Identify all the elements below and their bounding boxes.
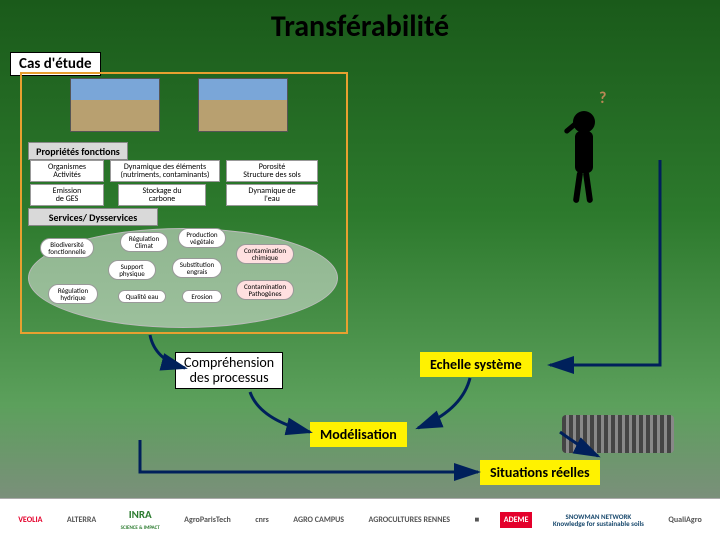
serv-climat: RégulationClimat	[120, 232, 168, 252]
prop-eau: Dynamique del'eau	[226, 184, 318, 206]
thinking-person-icon: ?	[555, 95, 615, 210]
serv-production: Productionvégétale	[178, 228, 226, 248]
logo-agrocampus: AGRO CAMPUS	[289, 514, 348, 526]
prop-ges: Emissionde GES	[30, 184, 104, 206]
logo-qualiagro: QualiAgro	[664, 514, 705, 526]
logo-alterra: ALTERRA	[63, 514, 100, 526]
services-header: Services/ Dysservices	[28, 208, 158, 226]
properties-header: Propriétés fonctions	[28, 142, 128, 160]
serv-qualite-eau: Qualité eau	[118, 290, 166, 303]
serv-erosion: Erosion	[182, 290, 222, 303]
logo-cnrs: cnrs	[251, 514, 273, 526]
logo-veolia: VEOLIA	[14, 514, 46, 526]
serv-hydrique: Régulationhydrique	[48, 284, 98, 304]
logo-rennes: AGROCULTURES RENNES	[364, 514, 454, 526]
serv-contam-pathogenes: ContaminationPathogènes	[236, 280, 294, 300]
prop-organismes: OrganismesActivités	[30, 160, 104, 182]
slide-title: Transférabilité	[0, 8, 720, 45]
situations-label: Situations réelles	[480, 460, 600, 485]
modelisation-label: Modélisation	[310, 422, 407, 447]
logo-footer: VEOLIA ALTERRA INRA SCIENCE & IMPACT Agr…	[0, 498, 720, 540]
prop-carbone: Stockage ducarbone	[118, 184, 206, 206]
prop-porosite: PorositéStructure des sols	[226, 160, 318, 182]
logo-agroparistech: AgroParisTech	[180, 514, 235, 526]
logo-ademe: ADEME	[500, 512, 533, 528]
logo-inra: INRA SCIENCE & IMPACT	[117, 507, 164, 533]
crowd-icon	[562, 415, 674, 453]
serv-contam-chimique: Contaminationchimique	[236, 244, 294, 264]
photo-tractor	[70, 78, 160, 132]
logo-snowman: SNOWMAN NETWORK Knowledge for sustainabl…	[549, 511, 648, 529]
serv-engrais: Substitutionengrais	[172, 258, 222, 278]
echelle-label: Echelle système	[420, 352, 532, 377]
comprehension-label: Compréhensiondes processus	[175, 352, 283, 389]
serv-support: Supportphysique	[108, 260, 156, 280]
serv-biodiversite: Biodiversitéfonctionnelle	[40, 238, 94, 258]
photo-field	[198, 78, 288, 132]
prop-dynamique-elements: Dynamique des éléments(nutriments, conta…	[110, 160, 220, 182]
logo-gouv: ■	[470, 514, 483, 526]
